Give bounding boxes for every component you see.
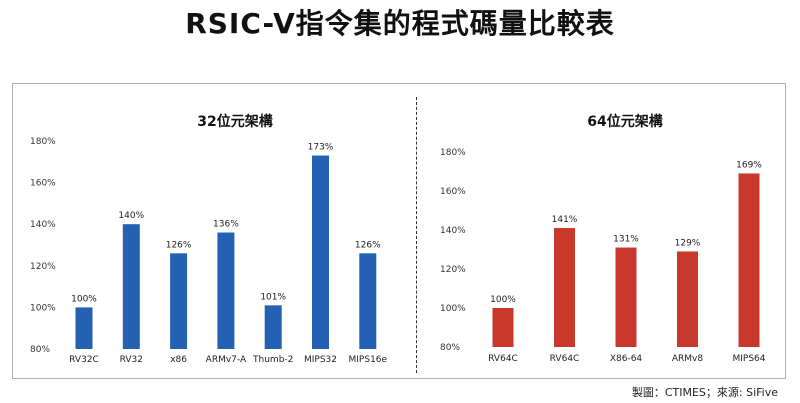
y-tick-label: 160% — [440, 187, 466, 197]
y-tick-label: 140% — [30, 220, 56, 230]
bar-value-label: 126% — [166, 240, 192, 250]
bar — [554, 228, 575, 347]
panel-divider — [416, 97, 417, 373]
bar — [738, 173, 760, 347]
y-tick-label: 180% — [440, 148, 466, 158]
bar-value-label: 100% — [71, 294, 97, 304]
x-category-label: ARMv8 — [672, 354, 704, 364]
bar — [75, 307, 93, 349]
bar — [677, 251, 698, 347]
bar-value-label: 136% — [213, 220, 239, 230]
bar-value-label: 131% — [613, 235, 639, 245]
bar — [359, 253, 377, 349]
bar — [615, 247, 637, 347]
bar-value-label: 169% — [736, 160, 762, 170]
bar — [264, 305, 282, 349]
x-category-label: X86-64 — [610, 354, 643, 364]
y-tick-label: 120% — [440, 265, 466, 275]
x-category-label: RV64C — [550, 354, 580, 364]
bar-value-label: 126% — [355, 240, 381, 250]
x-category-label: RV32C — [69, 355, 99, 365]
bar-value-label: 140% — [118, 211, 144, 221]
bar-value-label: 101% — [260, 292, 286, 302]
bar — [492, 308, 514, 347]
x-category-label: ARMv7-A — [206, 355, 247, 365]
source-credit: 製圖：CTIMES；來源: SiFive — [631, 386, 778, 399]
bar — [217, 232, 235, 349]
page-title: RSIC-V指令集的程式碼量比較表 — [185, 7, 615, 40]
y-tick-label: 80% — [440, 343, 460, 353]
y-tick-label: 160% — [30, 179, 56, 189]
bar-value-label: 141% — [552, 215, 578, 225]
y-tick-label: 180% — [30, 137, 56, 147]
x-category-label: MIPS32 — [304, 355, 337, 365]
bar-value-label: 129% — [675, 238, 701, 248]
y-tick-label: 80% — [30, 345, 50, 355]
y-tick-label: 140% — [440, 226, 466, 236]
chart-title-64bit: 64位元架構 — [587, 114, 663, 130]
bar-value-label: 100% — [490, 295, 516, 305]
x-category-label: RV32 — [120, 355, 143, 365]
bar-value-label: 173% — [308, 143, 334, 153]
bar — [170, 253, 188, 349]
chart-frame — [12, 83, 786, 379]
x-category-label: RV64C — [488, 354, 518, 364]
bar — [122, 224, 140, 349]
x-category-label: Thumb-2 — [252, 355, 293, 365]
y-tick-label: 100% — [440, 304, 466, 314]
bar — [312, 155, 329, 349]
x-category-label: x86 — [170, 355, 187, 365]
x-category-label: MIPS64 — [732, 354, 765, 364]
y-tick-label: 100% — [30, 303, 56, 313]
y-tick-label: 120% — [30, 262, 56, 272]
chart-title-32bit: 32位元架構 — [197, 114, 273, 130]
x-category-label: MIPS16e — [349, 355, 388, 365]
